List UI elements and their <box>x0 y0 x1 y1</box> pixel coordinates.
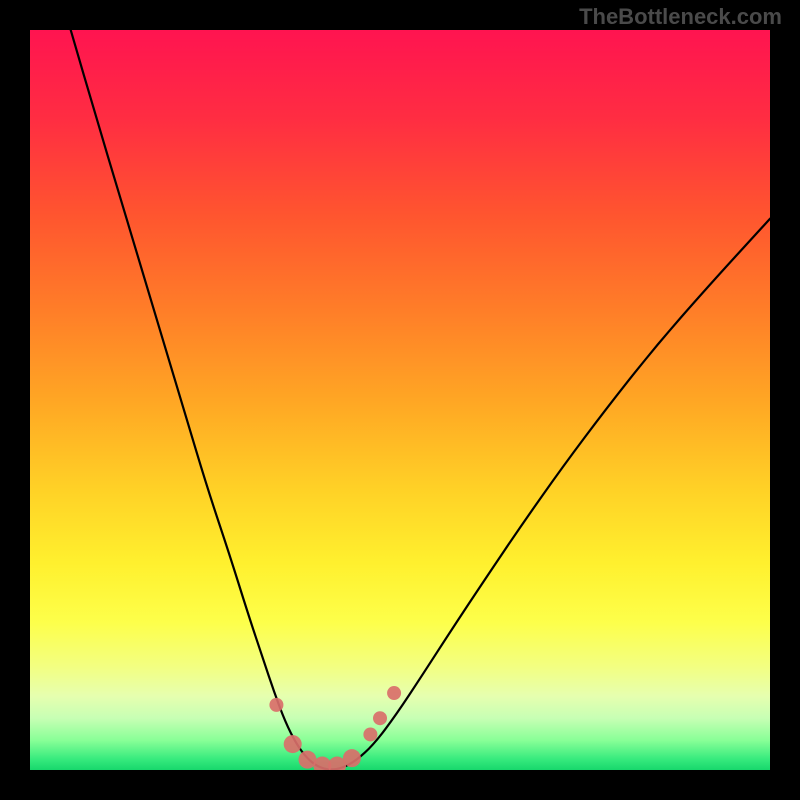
watermark-text: TheBottleneck.com <box>579 4 782 30</box>
data-marker <box>284 735 302 753</box>
bottleneck-chart <box>30 30 770 770</box>
data-marker <box>373 711 387 725</box>
plot-area <box>30 30 770 770</box>
data-marker <box>387 686 401 700</box>
chart-frame: TheBottleneck.com <box>0 0 800 800</box>
data-marker <box>343 749 361 767</box>
gradient-background <box>30 30 770 770</box>
data-marker <box>269 698 283 712</box>
data-marker <box>363 727 377 741</box>
